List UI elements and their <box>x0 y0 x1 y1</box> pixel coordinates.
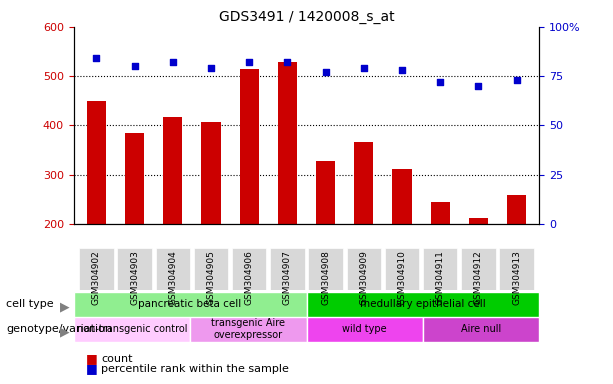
Point <box>245 59 254 65</box>
Bar <box>392 169 411 323</box>
Point <box>359 65 368 71</box>
Text: genotype/variation: genotype/variation <box>6 324 112 334</box>
Text: wild type: wild type <box>343 324 387 334</box>
FancyBboxPatch shape <box>308 248 343 290</box>
Text: GSM304913: GSM304913 <box>512 250 521 305</box>
Text: GSM304909: GSM304909 <box>359 250 368 305</box>
Text: GSM304907: GSM304907 <box>283 250 292 305</box>
Point <box>321 69 330 75</box>
Text: ▶: ▶ <box>60 301 70 314</box>
FancyBboxPatch shape <box>423 248 457 290</box>
Point <box>397 67 407 73</box>
Bar <box>469 217 488 323</box>
Bar <box>278 62 297 323</box>
Bar <box>202 122 221 323</box>
Point <box>283 59 292 65</box>
FancyBboxPatch shape <box>500 248 534 290</box>
Text: ▶: ▶ <box>60 326 70 339</box>
Bar <box>125 133 144 323</box>
Text: GSM304912: GSM304912 <box>474 250 483 305</box>
Bar <box>87 101 106 323</box>
Point <box>206 65 216 71</box>
FancyBboxPatch shape <box>190 317 306 342</box>
Bar <box>316 161 335 323</box>
Text: GSM304903: GSM304903 <box>130 250 139 305</box>
Text: GSM304906: GSM304906 <box>245 250 254 305</box>
Text: medullary epithelial cell: medullary epithelial cell <box>360 299 486 310</box>
FancyBboxPatch shape <box>306 317 423 342</box>
FancyBboxPatch shape <box>270 248 305 290</box>
FancyBboxPatch shape <box>194 248 228 290</box>
Text: count: count <box>101 354 132 364</box>
FancyBboxPatch shape <box>74 292 306 317</box>
FancyBboxPatch shape <box>156 248 190 290</box>
Bar <box>240 69 259 323</box>
FancyBboxPatch shape <box>461 248 495 290</box>
Text: GSM304905: GSM304905 <box>207 250 216 305</box>
FancyBboxPatch shape <box>385 248 419 290</box>
Text: GSM304910: GSM304910 <box>397 250 406 305</box>
FancyBboxPatch shape <box>423 317 539 342</box>
Bar <box>507 195 526 323</box>
Text: ■: ■ <box>86 362 97 375</box>
Text: Aire null: Aire null <box>461 324 501 334</box>
Text: non-transgenic control: non-transgenic control <box>77 324 187 334</box>
Text: GSM304911: GSM304911 <box>436 250 444 305</box>
Point <box>512 77 522 83</box>
FancyBboxPatch shape <box>232 248 267 290</box>
FancyBboxPatch shape <box>79 248 113 290</box>
Point <box>91 55 101 61</box>
Text: transgenic Aire
overexpressor: transgenic Aire overexpressor <box>211 318 285 340</box>
Text: GSM304908: GSM304908 <box>321 250 330 305</box>
Text: GSM304904: GSM304904 <box>169 250 177 305</box>
Point <box>435 79 445 85</box>
Title: GDS3491 / 1420008_s_at: GDS3491 / 1420008_s_at <box>219 10 394 25</box>
Text: pancreatic beta cell: pancreatic beta cell <box>139 299 242 310</box>
Bar <box>354 142 373 323</box>
Point <box>473 83 483 89</box>
FancyBboxPatch shape <box>306 292 539 317</box>
Text: percentile rank within the sample: percentile rank within the sample <box>101 364 289 374</box>
Text: ■: ■ <box>86 353 97 366</box>
FancyBboxPatch shape <box>74 317 190 342</box>
FancyBboxPatch shape <box>346 248 381 290</box>
Text: GSM304902: GSM304902 <box>92 250 101 305</box>
Text: cell type: cell type <box>6 299 54 309</box>
Point <box>130 63 140 70</box>
FancyBboxPatch shape <box>118 248 152 290</box>
Bar <box>430 202 450 323</box>
Bar <box>163 116 183 323</box>
Point <box>168 59 178 65</box>
